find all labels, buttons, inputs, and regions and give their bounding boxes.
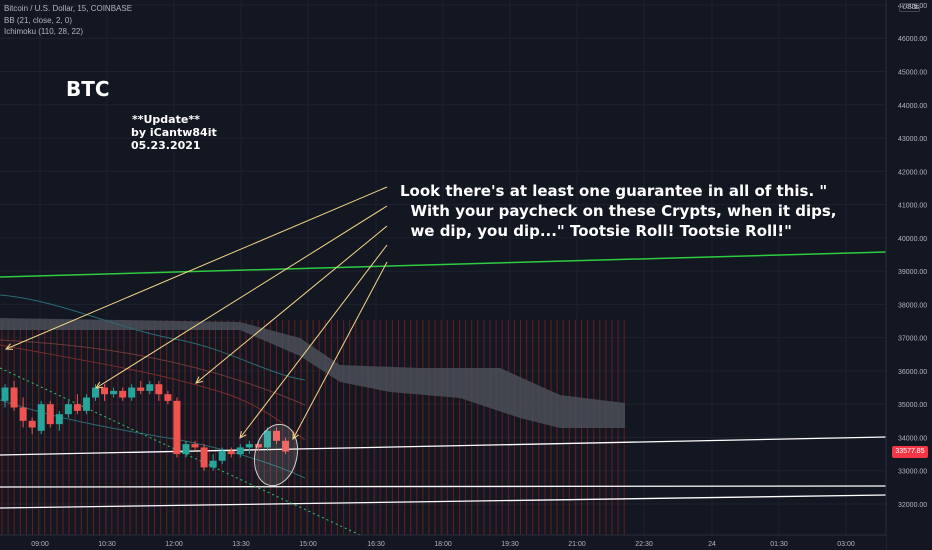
candle-body	[46, 404, 54, 425]
candle-body	[19, 407, 27, 421]
time-tick-label: 18:00	[434, 541, 452, 548]
ichimoku-cloud	[0, 318, 625, 428]
candle-body	[182, 444, 190, 455]
annotation-arrow	[195, 225, 388, 384]
price-tick-label: 43000.00	[898, 136, 927, 143]
price-tick-label: 45000.00	[898, 69, 927, 76]
time-tick-label: 21:00	[568, 541, 586, 548]
time-tick-label: 22:30	[635, 541, 653, 548]
candle-body	[137, 387, 145, 391]
candle-body	[64, 404, 72, 415]
candle-body	[155, 384, 163, 395]
candle-body	[146, 384, 154, 391]
arrow-head	[195, 376, 203, 384]
arrow-head	[95, 381, 104, 389]
candle-body	[119, 390, 127, 398]
time-tick-label: 16:30	[367, 541, 385, 548]
time-tick-label: 09:00	[31, 541, 49, 548]
arrow-head	[239, 431, 247, 439]
annotation-arrow	[239, 244, 388, 439]
time-tick-label: 10:30	[98, 541, 116, 548]
bb-upper-line	[0, 294, 306, 381]
candle-body	[164, 394, 172, 401]
candle-body	[28, 420, 36, 428]
price-tick-label: 41000.00	[898, 203, 927, 210]
annotation-arrow	[5, 186, 388, 350]
dotted-trend-line	[0, 367, 361, 536]
legend-ichimoku[interactable]: Ichimoku (110, 28, 22)	[4, 27, 84, 36]
candle-body	[173, 400, 181, 455]
update-label: **Update**	[132, 113, 200, 126]
price-tick-label: 36000.00	[898, 369, 927, 376]
price-tick-label: 46000.00	[898, 36, 927, 43]
price-tick-label: 38000.00	[898, 302, 927, 309]
candle-body	[218, 450, 226, 461]
candle-body	[245, 444, 253, 448]
candle-body	[55, 414, 63, 425]
candle-body	[110, 390, 118, 395]
price-tick-label: 39000.00	[898, 269, 927, 276]
candle-body	[209, 460, 217, 468]
time-tick-label: 19:30	[501, 541, 519, 548]
conversion-line	[0, 339, 306, 406]
baseline-line	[0, 344, 306, 441]
price-tick-label: 44000.00	[898, 103, 927, 110]
time-axis-bg	[0, 535, 886, 550]
time-tick-label: 13:30	[232, 541, 250, 548]
support-line	[0, 485, 887, 488]
candle-body	[128, 387, 136, 398]
price-tick-label: 35000.00	[898, 402, 927, 409]
price-axis-bg	[886, 0, 932, 550]
candle-body	[227, 450, 235, 455]
candle-body	[254, 444, 262, 448]
time-tick-label: 03:00	[837, 541, 855, 548]
trend-line-green	[0, 251, 887, 278]
candle-body	[101, 387, 109, 395]
candle-body	[282, 440, 290, 452]
price-tick-label: 42000.00	[898, 169, 927, 176]
currency-label[interactable]: USD	[899, 3, 920, 12]
candle-body	[37, 404, 45, 431]
price-tick-label: 47000.00	[898, 3, 927, 10]
legend-symbol[interactable]: Bitcoin / U.S. Dollar, 15, COINBASE	[4, 4, 133, 13]
price-tick-label: 37000.00	[898, 336, 927, 343]
candle-body	[191, 444, 199, 448]
date-label: 05.23.2021	[131, 139, 201, 152]
candle-body	[10, 387, 18, 408]
time-tick-label: 24	[708, 541, 716, 548]
time-tick-label: 12:00	[165, 541, 183, 548]
candle-body	[200, 447, 208, 468]
candle-body	[1, 387, 9, 401]
last-price-tag: 33577.85	[892, 446, 928, 458]
time-tick-label: 01:30	[770, 541, 788, 548]
highlight-ellipse	[253, 423, 299, 487]
btc-label: BTC	[66, 77, 110, 101]
annotation-arrow	[292, 261, 388, 440]
candle-body	[82, 397, 90, 411]
support-line	[0, 436, 887, 456]
candle-body	[263, 430, 271, 448]
price-tick-label: 34000.00	[898, 435, 927, 442]
time-tick-label: 15:00	[299, 541, 317, 548]
menu-icon[interactable]: ≡	[914, 2, 920, 12]
support-line	[0, 494, 887, 509]
arrow-head	[4, 343, 14, 350]
candle-body	[273, 430, 280, 441]
price-tick-label: 32000.00	[898, 502, 927, 509]
arrow-head	[292, 431, 299, 441]
candle-body	[73, 404, 81, 411]
author-label: by iCantw84it	[131, 126, 217, 139]
price-tick-label: 40000.00	[898, 236, 927, 243]
price-tick-label: 33000.00	[898, 469, 927, 476]
quote-annotation: Look there's at least one guarantee in a…	[400, 182, 837, 240]
annotation-arrow	[95, 205, 388, 389]
candle-body	[92, 387, 99, 398]
legend-bb[interactable]: BB (21, close, 2, 0)	[4, 16, 73, 25]
candle-body	[236, 447, 244, 455]
